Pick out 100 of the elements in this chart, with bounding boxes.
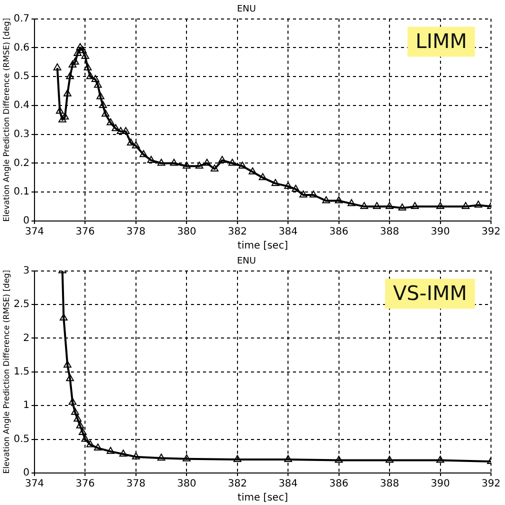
point	[228, 158, 236, 166]
point	[94, 444, 102, 451]
point	[132, 452, 140, 460]
x-tick-label: 392	[481, 226, 501, 238]
x-tick-label: 384	[278, 478, 298, 490]
point	[410, 202, 419, 210]
x-tick-label: 390	[430, 478, 450, 490]
point	[81, 434, 90, 442]
point	[157, 454, 166, 461]
point	[436, 202, 444, 210]
x-tick-label: 376	[76, 478, 95, 490]
x-tick-label: 376	[76, 226, 95, 238]
point	[64, 89, 72, 96]
point	[310, 190, 318, 198]
x-tick-label: 386	[329, 226, 348, 238]
x-tick-label: 390	[430, 226, 450, 238]
point	[74, 414, 82, 422]
point	[436, 456, 444, 463]
point	[299, 190, 308, 198]
x-axis-title: time [sec]	[238, 492, 288, 504]
x-tick-label: 392	[481, 478, 501, 490]
point	[66, 374, 74, 382]
point	[170, 158, 178, 166]
x-tick-label: 374	[24, 226, 44, 238]
point	[202, 158, 211, 166]
point	[64, 360, 72, 368]
point	[284, 182, 292, 189]
point	[60, 112, 69, 120]
x-axis-title: time [sec]	[238, 240, 288, 252]
y-tick-label: 0.1	[14, 186, 30, 198]
point	[102, 110, 110, 117]
point	[132, 141, 140, 148]
x-tick-label: 380	[177, 226, 196, 238]
x-tick-label: 382	[228, 478, 247, 490]
point	[68, 60, 77, 68]
point	[271, 178, 280, 186]
point	[71, 58, 80, 65]
y-tick-label: 0	[23, 216, 30, 227]
chart-title: ENU	[236, 256, 256, 267]
y-tick-label: 1	[23, 400, 30, 412]
y-tick-label: 3	[23, 265, 30, 276]
point	[334, 196, 343, 204]
point	[56, 106, 64, 114]
y-tick-label: 0.5	[14, 71, 30, 82]
point	[386, 456, 394, 463]
point	[334, 456, 343, 463]
point	[218, 156, 226, 163]
point	[258, 173, 267, 180]
point	[284, 455, 292, 462]
point	[348, 199, 356, 206]
x-tick-label: 380	[177, 478, 196, 490]
point	[58, 115, 66, 122]
point	[360, 202, 368, 210]
point	[386, 202, 394, 210]
y-tick-label: 0.2	[14, 158, 30, 169]
point	[292, 184, 300, 192]
point	[474, 200, 482, 208]
point	[66, 72, 74, 80]
point	[94, 80, 102, 88]
point	[238, 162, 246, 169]
point	[322, 196, 330, 204]
point	[182, 454, 191, 462]
point	[68, 398, 77, 405]
point	[74, 48, 82, 56]
point	[78, 46, 87, 54]
y-tick-label: 0.3	[14, 128, 30, 140]
y-tick-label: 2.5	[14, 299, 30, 310]
x-tick-label: 388	[380, 478, 400, 490]
point	[106, 446, 115, 454]
y-tick-label: 0.4	[14, 100, 30, 112]
point	[78, 428, 87, 436]
point	[195, 162, 204, 169]
point	[86, 440, 94, 448]
x-tick-label: 386	[329, 478, 348, 490]
point	[119, 450, 128, 457]
x-tick-label: 374	[24, 478, 44, 490]
y-tick-label: 2	[23, 332, 30, 344]
point	[86, 72, 94, 80]
point	[462, 202, 470, 210]
y-tick-label: 1.5	[14, 366, 30, 378]
point	[248, 167, 257, 174]
point	[372, 202, 381, 210]
point	[71, 408, 80, 415]
point	[122, 126, 130, 134]
y-tick-label: 0	[23, 468, 30, 479]
point	[126, 138, 135, 146]
point	[106, 118, 115, 126]
point	[84, 63, 92, 70]
x-tick-label: 378	[126, 478, 146, 490]
point	[91, 74, 100, 82]
x-tick-label: 378	[126, 226, 146, 238]
point	[112, 124, 120, 132]
point	[398, 204, 406, 210]
point	[116, 126, 125, 134]
x-tick-label: 388	[380, 226, 400, 238]
y-tick-label: 0.6	[14, 42, 30, 54]
point	[76, 43, 84, 50]
point	[233, 455, 242, 462]
point	[182, 162, 191, 169]
point	[99, 100, 107, 108]
